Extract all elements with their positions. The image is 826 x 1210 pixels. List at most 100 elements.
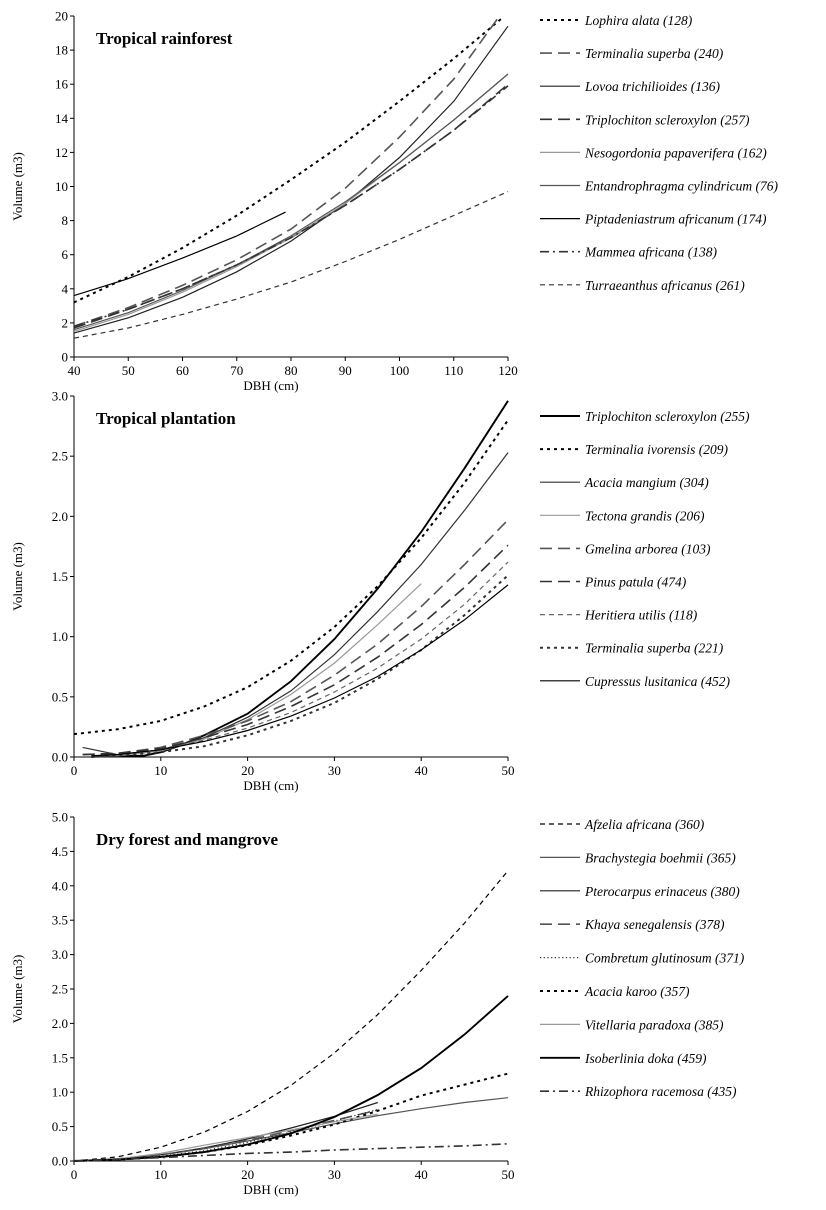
- series-line: [73, 191, 509, 339]
- x-tick-label: 0: [71, 1167, 78, 1182]
- legend-label: Vitellaria paradoxa (385): [585, 1017, 724, 1032]
- legend-label: Lovoa trichilioides (136): [584, 79, 720, 94]
- legend-label: Terminalia superba (240): [585, 46, 724, 61]
- series-line: [73, 211, 286, 297]
- x-axis-label: DBH (cm): [243, 778, 298, 793]
- x-tick-label: 50: [502, 1167, 515, 1182]
- series-line: [73, 870, 509, 1162]
- x-tick-label: 60: [176, 363, 189, 378]
- x-tick-label: 30: [328, 1167, 341, 1182]
- legend-label: Mammea africana (138): [584, 245, 717, 260]
- y-tick-label: 1.0: [52, 629, 68, 644]
- series-line: [73, 16, 504, 304]
- legend-label: Triplochiton scleroxylon (257): [585, 112, 750, 127]
- x-tick-label: 40: [68, 363, 81, 378]
- y-axis-label: Volume (m3): [10, 152, 25, 221]
- series-line: [91, 574, 509, 758]
- y-tick-label: 0.0: [52, 750, 68, 765]
- y-tick-label: 3.0: [52, 389, 68, 404]
- x-tick-label: 70: [230, 363, 243, 378]
- series-line: [73, 18, 498, 328]
- x-tick-label: 0: [71, 763, 78, 778]
- y-tick-label: 2.5: [52, 449, 68, 464]
- chart-panel-3: 0.0 0.5 1.0 1.5 2.0 2.5 3.0 3.5 4.0 4.5 5.0 0 10 20 30…: [10, 810, 745, 1198]
- y-tick-label: 1.5: [52, 1050, 68, 1065]
- legend-label: Terminalia ivorensis (209): [585, 442, 729, 457]
- series-line: [91, 583, 422, 757]
- legend-label: Acacia mangium (304): [584, 475, 709, 490]
- x-tick-label: 110: [444, 363, 463, 378]
- series-line: [73, 73, 509, 331]
- legend-label: Turraeanthus africanus (261): [585, 278, 745, 293]
- series-line: [73, 1101, 378, 1162]
- x-tick-label: 50: [122, 363, 135, 378]
- series-line: [91, 400, 509, 757]
- legend-label: Lophira alata (128): [584, 13, 693, 28]
- series-line: [82, 544, 509, 756]
- x-tick-label: 10: [154, 1167, 167, 1182]
- legend-label: Rhizophora racemosa (435): [584, 1084, 737, 1099]
- series-line: [91, 561, 509, 757]
- y-tick-label: 2: [62, 315, 69, 330]
- x-axis-label: DBH (cm): [243, 1182, 298, 1197]
- legend-label: Afzelia africana (360): [584, 817, 705, 832]
- legend-label: Heritiera utilis (118): [584, 608, 698, 623]
- x-tick-label: 40: [415, 1167, 428, 1182]
- y-tick-label: 0.5: [52, 689, 68, 704]
- legend-label: Nesogordonia papaverifera (162): [584, 145, 767, 160]
- x-tick-label: 20: [241, 1167, 254, 1182]
- y-tick-label: 4.0: [52, 878, 68, 893]
- legend-label: Tectona grandis (206): [585, 508, 705, 523]
- y-tick-label: 1.0: [52, 1085, 68, 1100]
- y-tick-label: 18: [55, 43, 68, 58]
- y-tick-label: 4: [62, 281, 69, 296]
- y-axis-label: Volume (m3): [10, 955, 25, 1024]
- series-line: [73, 995, 509, 1162]
- series-line: [91, 584, 509, 757]
- legend-label: Entandrophragma cylindricum (76): [584, 179, 778, 194]
- y-tick-label: 2.5: [52, 982, 68, 997]
- series-line: [73, 419, 509, 736]
- legend-label: Gmelina arborea (103): [585, 541, 711, 556]
- x-tick-label: 80: [285, 363, 298, 378]
- x-tick-label: 90: [339, 363, 352, 378]
- x-axis-label: DBH (cm): [243, 378, 298, 393]
- y-tick-label: 10: [55, 179, 68, 194]
- series-line: [73, 1113, 378, 1162]
- chart-title: Tropical plantation: [96, 409, 236, 428]
- y-tick-label: 12: [55, 145, 68, 160]
- legend-label: Piptadeniastrum africanum (174): [584, 212, 767, 227]
- legend-label: Combretum glutinosum (371): [585, 951, 745, 966]
- series-line: [82, 519, 509, 756]
- legend-label: Brachystegia boehmii (365): [585, 850, 736, 865]
- y-tick-label: 4.5: [52, 844, 68, 859]
- chart-title: Dry forest and mangrove: [96, 830, 279, 849]
- series-line: [73, 1072, 509, 1162]
- series-line: [73, 25, 509, 334]
- legend-label: Acacia karoo (357): [584, 984, 690, 999]
- y-tick-label: 0: [62, 350, 69, 365]
- y-tick-label: 8: [62, 213, 69, 228]
- y-tick-label: 0.0: [52, 1154, 68, 1169]
- series-line: [73, 83, 509, 329]
- legend-label: Cupressus lusitanica (452): [585, 674, 731, 689]
- x-tick-label: 40: [415, 763, 428, 778]
- y-tick-label: 14: [55, 111, 69, 126]
- y-tick-label: 1.5: [52, 569, 68, 584]
- y-tick-label: 20: [55, 9, 68, 24]
- x-tick-label: 50: [502, 763, 515, 778]
- legend-label: Terminalia superba (221): [585, 641, 724, 656]
- x-tick-label: 10: [154, 763, 167, 778]
- y-tick-label: 2.0: [52, 509, 68, 524]
- series-line: [73, 1109, 378, 1162]
- chart-panel-1: 0 2 4 6 8 10 12 14 16 18 20 40 50 60 70 80 90 100 110 120 DB…: [10, 9, 778, 394]
- legend-label: Pinus patula (474): [584, 575, 687, 590]
- x-tick-label: 100: [390, 363, 410, 378]
- y-axis-label: Volume (m3): [10, 542, 25, 611]
- series-line: [73, 1143, 509, 1162]
- y-tick-label: 0.5: [52, 1119, 68, 1134]
- y-tick-label: 6: [62, 247, 69, 262]
- y-tick-label: 16: [55, 77, 69, 92]
- y-tick-label: 3.5: [52, 913, 68, 928]
- x-tick-label: 20: [241, 763, 254, 778]
